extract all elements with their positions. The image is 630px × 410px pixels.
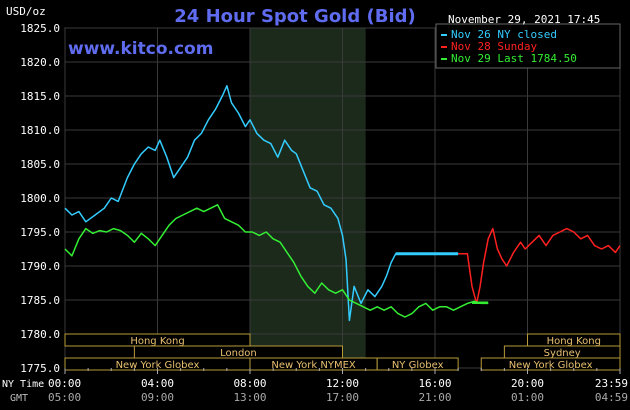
session-label: Hong Kong [130, 336, 184, 347]
x-tick-label-ny: 23:59 [595, 377, 628, 390]
series-line-0 [64, 85, 459, 322]
legend-box [435, 23, 621, 69]
y-tick-label: 1780.0 [20, 328, 60, 341]
y-tick-label: 1795.0 [20, 226, 60, 239]
series-line-1 [458, 227, 621, 305]
axis-layer: 1825.0 1820.0 1815.0 1810.0 1805.0 1800.0 1795… [20, 22, 628, 404]
legend-entry: Nov 29 Last 1784.50 [451, 52, 577, 65]
x-tick-label-gmt: 05:00 [48, 391, 81, 404]
y-tick-label: 1800.0 [20, 192, 60, 205]
y-tick-label: 1785.0 [20, 294, 60, 307]
chart-timestamp: November 29, 2021 17:45 [448, 13, 600, 26]
legend-entry: Nov 28 Sunday [451, 40, 537, 53]
y-tick-label: 1810.0 [20, 124, 60, 137]
session-label: Sydney [544, 348, 581, 359]
x-tick-label-gmt: 17:00 [326, 391, 359, 404]
session-label: London [220, 348, 257, 359]
kitco-watermark: www.kitco.com [68, 39, 213, 59]
legend-entry: Nov 26 NY closed [451, 28, 557, 41]
x-tick-label-ny: 20:00 [511, 377, 544, 390]
x-tick-label-ny: 12:00 [326, 377, 359, 390]
session-box [376, 357, 459, 371]
x-tick-label-gmt: 09:00 [141, 391, 174, 404]
series-line-2 [64, 204, 489, 318]
session-label: Hong Kong [547, 336, 601, 347]
x-tick-label-gmt: 13:00 [233, 391, 266, 404]
session-label: New York Globex [116, 360, 200, 371]
y-tick-label: 1820.0 [20, 56, 60, 69]
chart-title: 24 Hour Spot Gold (Bid) [174, 6, 415, 27]
ny-time-row-label: NY Time [2, 379, 44, 390]
session-label: New York NYMEX [271, 360, 356, 371]
x-tick-label-ny: 08:00 [233, 377, 266, 390]
y-axis-unit-label: USD/oz [6, 5, 46, 18]
y-tick-label: 1775.0 [20, 362, 60, 375]
x-tick-label-ny: 16:00 [418, 377, 451, 390]
x-tick-label-gmt: 04:59 [595, 391, 628, 404]
x-tick-label-ny: 00:00 [48, 377, 81, 390]
y-tick-label: 1815.0 [20, 90, 60, 103]
x-tick-label-gmt: 21:00 [418, 391, 451, 404]
session-label: NY Globex [392, 360, 444, 371]
gmt-row-label: GMT [10, 393, 28, 404]
y-tick-label: 1805.0 [20, 158, 60, 171]
x-tick-label-ny: 04:00 [141, 377, 174, 390]
y-tick-label: 1825.0 [20, 22, 60, 35]
y-tick-label: 1790.0 [20, 260, 60, 273]
series-layer [64, 85, 621, 322]
x-tick-label-gmt: 01:00 [511, 391, 544, 404]
session-label: New York Globex [509, 360, 593, 371]
